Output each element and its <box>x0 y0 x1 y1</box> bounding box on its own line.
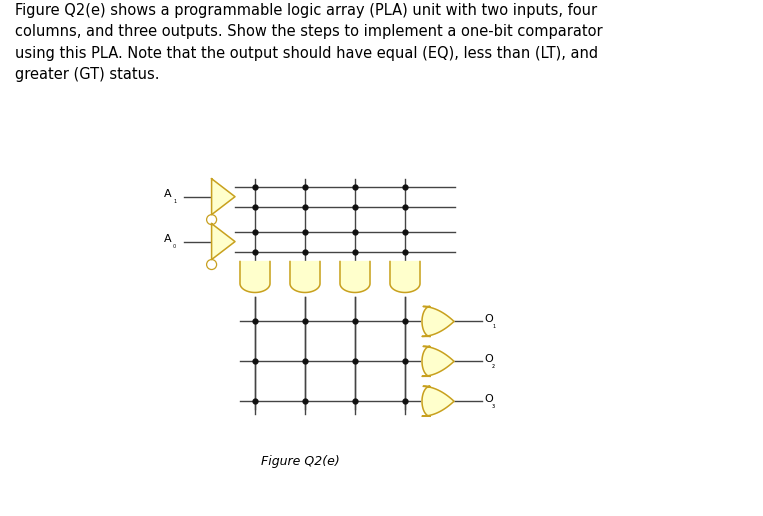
Text: ₀: ₀ <box>173 241 176 250</box>
Text: A: A <box>164 234 172 244</box>
Text: ₂: ₂ <box>492 361 495 370</box>
Text: Figure Q2(e) shows a programmable logic array (PLA) unit with two inputs, four
c: Figure Q2(e) shows a programmable logic … <box>15 3 603 83</box>
Polygon shape <box>422 346 454 376</box>
Polygon shape <box>240 262 270 293</box>
Polygon shape <box>340 262 370 293</box>
Polygon shape <box>211 223 235 260</box>
Text: ₁: ₁ <box>173 196 176 205</box>
Text: ₁: ₁ <box>492 321 495 330</box>
Text: Figure Q2(e): Figure Q2(e) <box>261 455 340 467</box>
Text: O: O <box>484 314 493 325</box>
Text: A: A <box>164 189 172 199</box>
Polygon shape <box>390 262 420 293</box>
Text: ₃: ₃ <box>492 401 495 410</box>
Polygon shape <box>290 262 320 293</box>
Polygon shape <box>211 179 235 215</box>
Text: O: O <box>484 354 493 364</box>
Text: O: O <box>484 394 493 404</box>
Polygon shape <box>422 307 454 336</box>
Polygon shape <box>422 386 454 416</box>
